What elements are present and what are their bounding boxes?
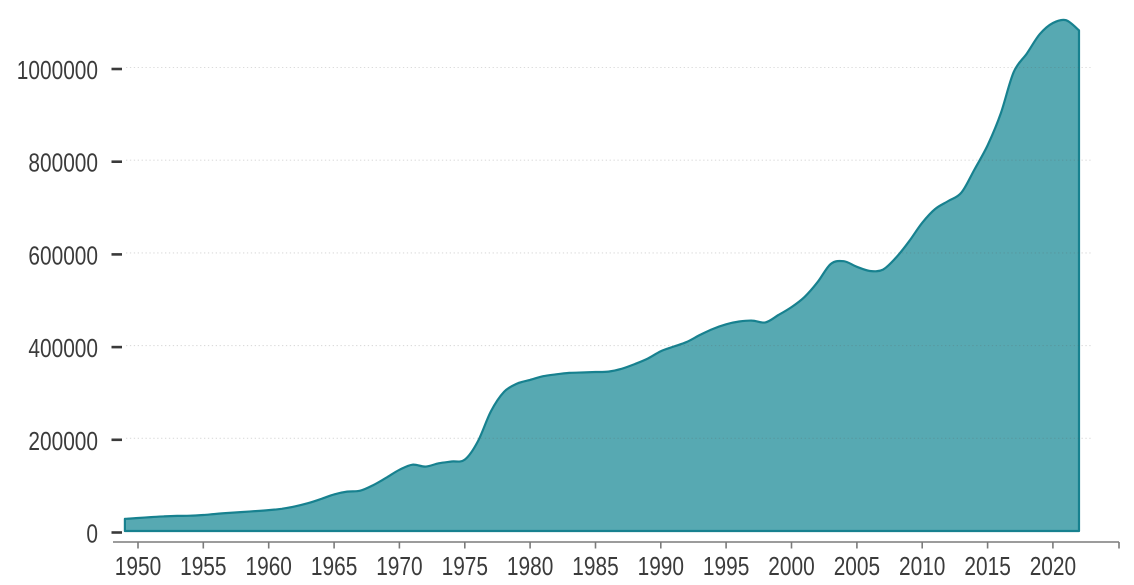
x-tick-label: 2005 xyxy=(834,551,880,581)
x-tick-label: 1970 xyxy=(376,551,422,581)
y-tick-label: 800000 xyxy=(28,148,98,178)
x-tick-label: 1990 xyxy=(638,551,684,581)
x-tick-label: 1995 xyxy=(703,551,749,581)
y-tick-label: 200000 xyxy=(28,426,98,456)
x-tick-label: 1980 xyxy=(507,551,553,581)
area-series xyxy=(123,18,1081,533)
x-tick-label: 1975 xyxy=(442,551,488,581)
x-tick-label: 2020 xyxy=(1030,551,1076,581)
y-tick-label: 600000 xyxy=(28,240,98,270)
x-tick-label: 2000 xyxy=(768,551,814,581)
x-tick-label: 1965 xyxy=(311,551,357,581)
y-tick-label: 1000000 xyxy=(17,55,98,85)
x-tick-label: 1985 xyxy=(572,551,618,581)
y-tick-label: 0 xyxy=(86,519,98,549)
x-tick-label: 1960 xyxy=(246,551,292,581)
x-tick-label: 2015 xyxy=(964,551,1010,581)
x-tick-label: 1950 xyxy=(115,551,161,581)
x-tick-label: 2010 xyxy=(899,551,945,581)
y-tick-label: 400000 xyxy=(28,333,98,363)
x-tick-label: 1955 xyxy=(180,551,226,581)
